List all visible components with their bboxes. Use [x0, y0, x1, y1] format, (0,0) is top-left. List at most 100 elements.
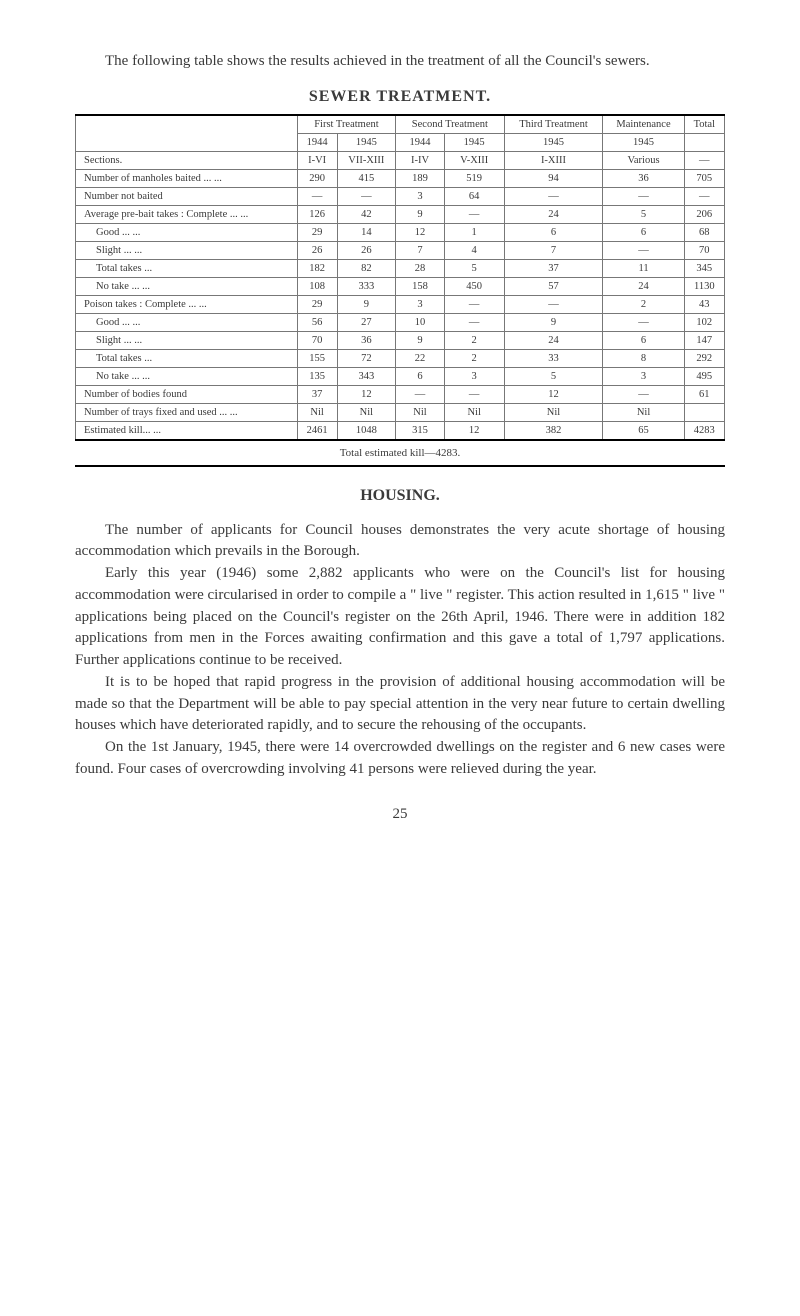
cell: 64	[444, 187, 504, 205]
table-row: Slight ... ... 26 26 7 4 7 — 70	[76, 241, 725, 259]
cell: 292	[684, 349, 724, 367]
cell: 12	[396, 223, 445, 241]
cell: 9	[504, 313, 603, 331]
cell: 382	[504, 421, 603, 440]
cell: 108	[297, 277, 337, 295]
cell: —	[603, 313, 684, 331]
cell: 72	[337, 349, 396, 367]
cell: 82	[337, 259, 396, 277]
cell: 182	[297, 259, 337, 277]
row-label: Good ... ...	[76, 223, 298, 241]
cell: 22	[396, 349, 445, 367]
row-label: Number of bodies found	[76, 385, 298, 403]
cell: 12	[337, 385, 396, 403]
cell: 26	[297, 241, 337, 259]
cell: 24	[504, 331, 603, 349]
table-row: Good ... ... 56 27 10 — 9 — 102	[76, 313, 725, 331]
row-label: Slight ... ...	[76, 241, 298, 259]
year-1945d: 1945	[603, 133, 684, 151]
table-row: No take ... ... 108 333 158 450 57 24 11…	[76, 277, 725, 295]
cell: 3	[444, 367, 504, 385]
cell: 42	[337, 205, 396, 223]
cell: 450	[444, 277, 504, 295]
cell: 27	[337, 313, 396, 331]
cell: 70	[684, 241, 724, 259]
table-footer-note: Total estimated kill—4283.	[75, 447, 725, 467]
cell: Nil	[603, 403, 684, 421]
cell: 2461	[297, 421, 337, 440]
cell: —	[504, 295, 603, 313]
cell: 4283	[684, 421, 724, 440]
cell: 2	[603, 295, 684, 313]
year-1944a: 1944	[297, 133, 337, 151]
cell: 6	[504, 223, 603, 241]
paragraph: On the 1st January, 1945, there were 14 …	[75, 737, 725, 781]
third-treatment-header: Third Treatment	[504, 115, 603, 134]
row-label: No take ... ...	[76, 367, 298, 385]
cell: 158	[396, 277, 445, 295]
cell: 343	[337, 367, 396, 385]
cell: Nil	[396, 403, 445, 421]
cell: 36	[603, 169, 684, 187]
cell: 290	[297, 169, 337, 187]
cell	[684, 403, 724, 421]
cell: 5	[603, 205, 684, 223]
cell: 37	[297, 385, 337, 403]
table-row: Number not baited — — 3 64 — — —	[76, 187, 725, 205]
cell: 345	[684, 259, 724, 277]
row-label: Estimated kill... ...	[76, 421, 298, 440]
year-1944b: 1944	[396, 133, 445, 151]
table-row: Good ... ... 29 14 12 1 6 6 68	[76, 223, 725, 241]
sections-c5: I-XIII	[504, 151, 603, 169]
cell: 1048	[337, 421, 396, 440]
cell: 12	[444, 421, 504, 440]
table-row: Number of bodies found 37 12 — — 12 — 61	[76, 385, 725, 403]
sewer-treatment-table: First Treatment Second Treatment Third T…	[75, 114, 725, 441]
cell: 7	[396, 241, 445, 259]
table-row: Estimated kill... ... 2461 1048 315 12 3…	[76, 421, 725, 440]
cell: 6	[603, 223, 684, 241]
cell: 28	[396, 259, 445, 277]
table-row: Slight ... ... 70 36 9 2 24 6 147	[76, 331, 725, 349]
total-header: Total	[684, 115, 724, 134]
row-label: Number not baited	[76, 187, 298, 205]
sections-c6: Various	[603, 151, 684, 169]
year-1945a: 1945	[337, 133, 396, 151]
maintenance-header: Maintenance	[603, 115, 684, 134]
cell: —	[444, 385, 504, 403]
row-label: Good ... ...	[76, 313, 298, 331]
row-label: Total takes ...	[76, 349, 298, 367]
table-title: SEWER TREATMENT.	[75, 88, 725, 106]
cell: —	[603, 241, 684, 259]
cell: 1130	[684, 277, 724, 295]
cell: 14	[337, 223, 396, 241]
first-treatment-header: First Treatment	[297, 115, 395, 134]
cell: Nil	[504, 403, 603, 421]
cell: 26	[337, 241, 396, 259]
table-row: Number of trays fixed and used ... ... N…	[76, 403, 725, 421]
cell: 102	[684, 313, 724, 331]
cell: 415	[337, 169, 396, 187]
cell: —	[444, 205, 504, 223]
second-treatment-header: Second Treatment	[396, 115, 504, 134]
cell: 333	[337, 277, 396, 295]
cell: 126	[297, 205, 337, 223]
cell: 4	[444, 241, 504, 259]
page-number: 25	[75, 806, 725, 823]
cell: Nil	[337, 403, 396, 421]
table-row: Number of manholes baited ... ... 290 41…	[76, 169, 725, 187]
housing-heading: HOUSING.	[75, 487, 725, 505]
cell: —	[337, 187, 396, 205]
row-label: Number of manholes baited ... ...	[76, 169, 298, 187]
cell: —	[684, 187, 724, 205]
cell: 7	[504, 241, 603, 259]
cell: —	[297, 187, 337, 205]
cell: 37	[504, 259, 603, 277]
cell: 3	[396, 187, 445, 205]
cell: 29	[297, 223, 337, 241]
year-1945b: 1945	[444, 133, 504, 151]
cell: 6	[396, 367, 445, 385]
cell: 57	[504, 277, 603, 295]
cell: 189	[396, 169, 445, 187]
table-row: Average pre-bait takes : Complete ... ..…	[76, 205, 725, 223]
